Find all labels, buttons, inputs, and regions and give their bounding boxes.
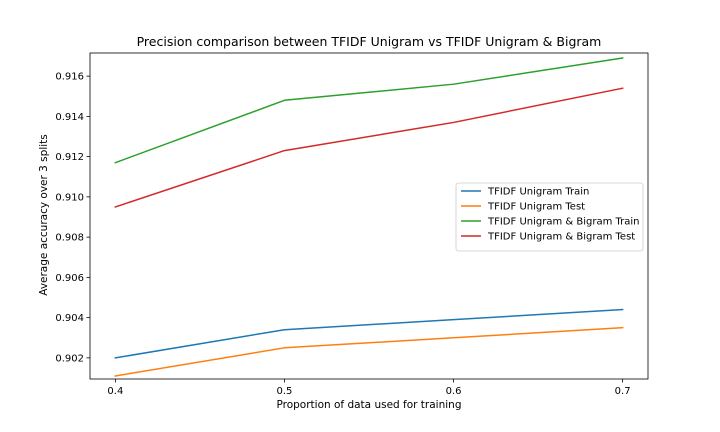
legend: TFIDF Unigram Train TFIDF Unigram Test TFI… <box>456 183 643 251</box>
x-tick-label: 0.7 <box>615 386 631 397</box>
y-tick-label: 0.904 <box>55 313 84 324</box>
x-tick-label: 0.4 <box>107 386 123 397</box>
y-tick-label: 0.914 <box>55 112 84 123</box>
legend-label: TFIDF Unigram Test <box>487 202 585 213</box>
y-tick-label: 0.912 <box>55 152 84 163</box>
x-tick-label: 0.5 <box>277 386 293 397</box>
x-tick-label: 0.6 <box>446 386 462 397</box>
y-tick-label: 0.910 <box>55 192 84 203</box>
y-tick-label: 0.908 <box>55 233 84 244</box>
y-tick-label: 0.902 <box>55 353 84 364</box>
legend-label: TFIDF Unigram Train <box>487 187 589 198</box>
x-axis-label: Proportion of data used for training <box>276 399 461 411</box>
y-tick-label: 0.916 <box>55 72 84 83</box>
y-tick-label: 0.906 <box>55 273 84 284</box>
legend-label: TFIDF Unigram & Bigram Train <box>487 217 640 228</box>
legend-label: TFIDF Unigram & Bigram Test <box>487 232 635 243</box>
chart-title: Precision comparison between TFIDF Unigr… <box>137 34 602 49</box>
y-axis-label: Average accuracy over 3 splits <box>38 134 50 296</box>
